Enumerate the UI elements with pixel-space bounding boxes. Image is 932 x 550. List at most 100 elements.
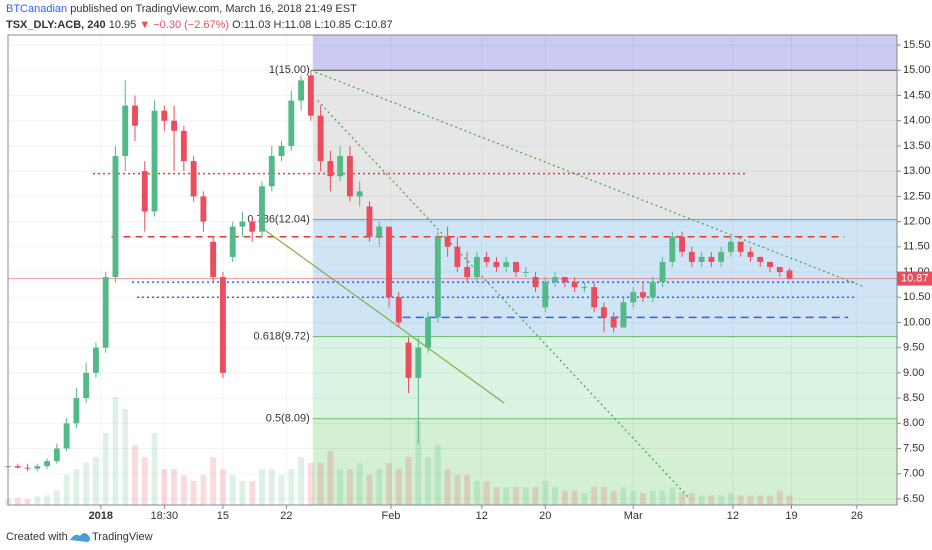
- footer-brand: TradingView: [92, 531, 153, 543]
- volume-bar: [493, 487, 500, 505]
- volume-bar: [259, 469, 265, 505]
- y-tick-label: 14.00: [903, 115, 931, 127]
- candle-body: [219, 277, 226, 373]
- footer-created: Created with: [6, 531, 68, 543]
- candle-body: [737, 241, 744, 252]
- high-text: H:11.08: [274, 19, 312, 31]
- volume-bar: [141, 457, 148, 505]
- candle-body: [112, 156, 119, 278]
- volume-bar: [102, 433, 109, 505]
- candle-body: [151, 110, 158, 212]
- candle-body: [698, 256, 705, 262]
- volume-bar: [53, 490, 60, 505]
- fib-zone: [312, 336, 897, 419]
- volume-bar: [161, 469, 168, 505]
- y-tick-label: 13.50: [903, 140, 931, 152]
- candle-body: [132, 105, 138, 126]
- y-tick-label: 7.50: [903, 442, 924, 454]
- candle-body: [640, 292, 646, 298]
- price-tag: [897, 271, 932, 286]
- volume-bar: [600, 487, 607, 505]
- footer-bg: [0, 525, 932, 550]
- candle-body: [268, 156, 275, 187]
- volume-bar: [591, 487, 598, 505]
- volume-bar: [776, 490, 783, 505]
- candle-body: [425, 317, 432, 348]
- volume-bar: [415, 421, 422, 505]
- volume-bar: [503, 487, 510, 505]
- candle-body: [307, 75, 314, 116]
- fib-zone: [312, 35, 897, 71]
- volume-bar: [542, 481, 549, 505]
- candle-body: [180, 130, 187, 162]
- candle-body: [34, 466, 41, 469]
- volume-bar: [473, 481, 480, 505]
- y-tick-label: 7.00: [903, 468, 924, 480]
- candle-body: [24, 467, 31, 469]
- volume-bar: [464, 475, 471, 505]
- candle-body: [415, 347, 422, 378]
- volume-bar: [688, 493, 695, 505]
- trend-line: [259, 226, 505, 404]
- candle-body: [600, 307, 607, 318]
- volume-bar: [532, 487, 539, 505]
- candle-body: [503, 261, 510, 267]
- trend-line: [317, 100, 691, 500]
- volume-bar: [200, 475, 207, 505]
- logo: [70, 533, 91, 542]
- fib-label: 0.618(9.72): [254, 330, 310, 342]
- volume-bar: [737, 495, 744, 505]
- volume-bar: [620, 487, 627, 505]
- fib-zone: [312, 70, 897, 220]
- candle-body: [620, 302, 627, 328]
- candle-body: [327, 161, 334, 177]
- trend-line: [310, 69, 865, 288]
- author: BTCanadian: [6, 3, 67, 15]
- candle-body: [727, 241, 734, 252]
- volume-bar: [522, 487, 529, 505]
- y-tick-label: 15.50: [903, 39, 931, 51]
- volume-bar: [278, 475, 285, 505]
- candle-body: [767, 261, 773, 267]
- volume-bar: [366, 475, 373, 505]
- change: ▼ −0.30 (−2.67%): [139, 19, 229, 31]
- x-tick-label: 2018: [89, 510, 113, 522]
- candle-body: [73, 398, 80, 424]
- candle-body: [229, 226, 236, 257]
- volume-bar: [376, 469, 383, 505]
- fib-label: 0.786(12.04): [247, 213, 309, 225]
- x-tick-label: 18:30: [151, 510, 179, 522]
- volume-bar: [786, 495, 793, 505]
- candle-body: [249, 221, 256, 232]
- y-tick-label: 10.50: [903, 291, 931, 303]
- y-tick-label: 12.50: [903, 190, 931, 202]
- volume-bar: [337, 469, 344, 505]
- volume-bar: [610, 490, 617, 505]
- y-tick-label: 12.00: [903, 215, 931, 227]
- volume-bar: [132, 445, 138, 505]
- candle-body: [561, 277, 568, 283]
- candle-body: [356, 191, 363, 197]
- candle-body: [386, 226, 392, 298]
- volume-bar: [63, 475, 70, 505]
- header-line: BTCanadian published on TradingView.com,…: [6, 3, 357, 15]
- candle-body: [542, 282, 549, 308]
- candle-body: [630, 292, 637, 303]
- candle-body: [239, 221, 246, 227]
- volume-bar: [708, 495, 715, 505]
- x-tick-label: 12: [476, 510, 488, 522]
- volume-bar: [73, 469, 80, 505]
- candle-body: [200, 196, 207, 222]
- candle-body: [405, 342, 412, 378]
- volume-bar: [307, 463, 314, 505]
- symbol-line: TSX_DLY:ACB, 240 10.95 ▼ −0.30 (−2.67%) …: [6, 19, 393, 31]
- volume-bar: [249, 481, 256, 505]
- volume-bar: [561, 490, 568, 505]
- volume-bar: [268, 469, 275, 505]
- y-tick-label: 8.00: [903, 417, 924, 429]
- candle-body: [757, 256, 764, 262]
- price-tag-label: 10.87: [901, 272, 929, 284]
- candle-body: [288, 100, 295, 146]
- volume-bar: [24, 499, 31, 505]
